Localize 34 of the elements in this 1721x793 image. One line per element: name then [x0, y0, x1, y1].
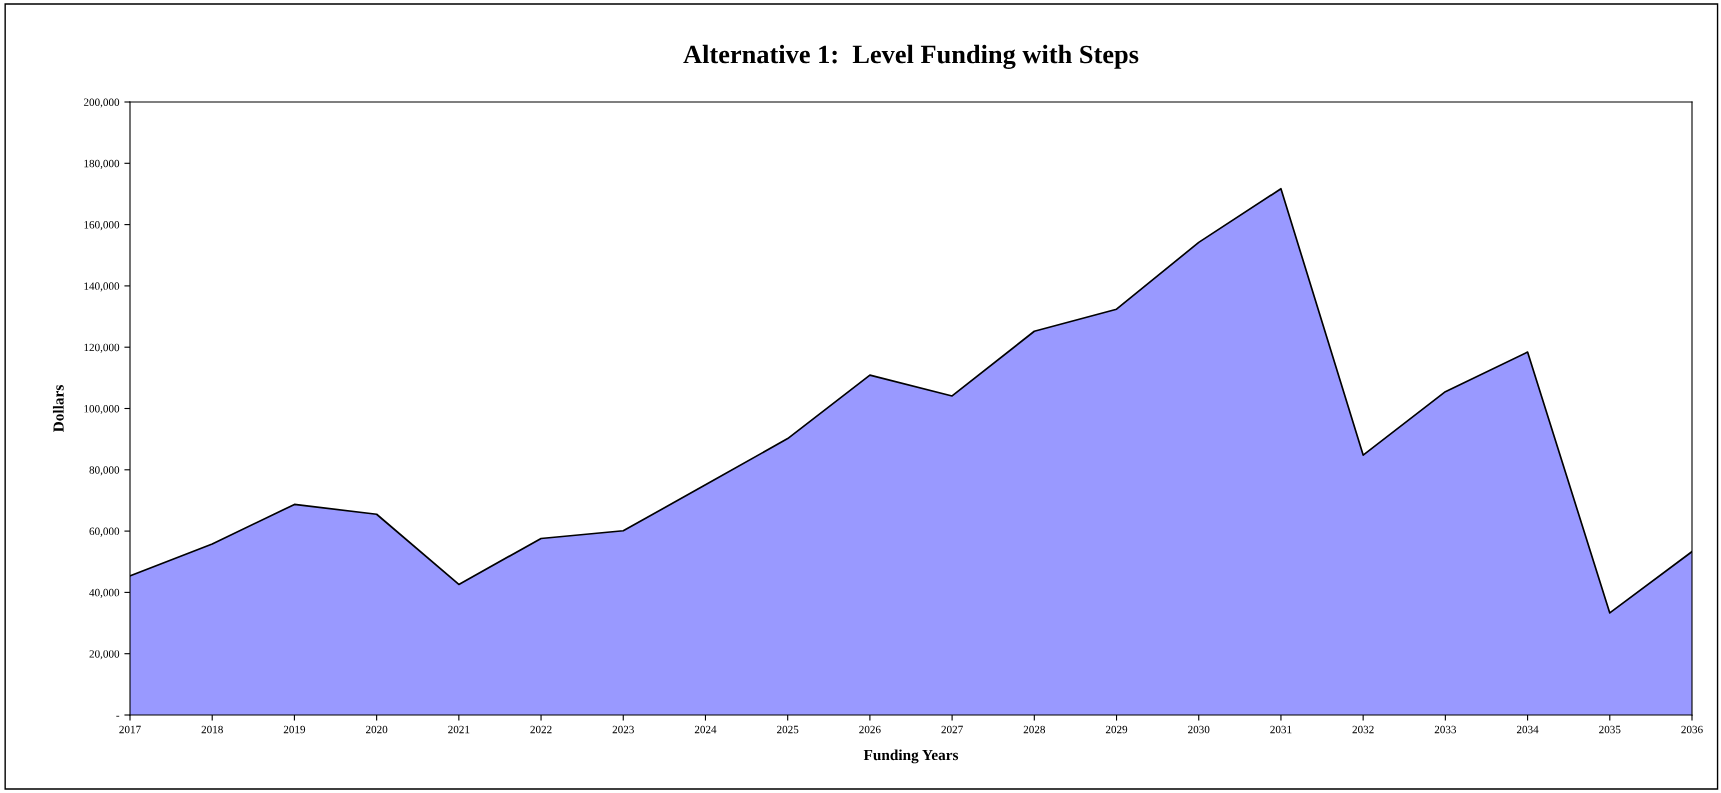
y-tick-label: -: [116, 715, 120, 717]
x-tick-label: 2028: [1023, 725, 1045, 734]
y-tick-label: 20,000: [89, 650, 120, 660]
x-tick-label: 2030: [1188, 725, 1210, 734]
y-tick-label: 60,000: [89, 527, 120, 537]
x-tick-label: 2018: [201, 725, 223, 734]
x-tick-label: 2031: [1270, 725, 1292, 734]
y-tick-label: 100,000: [84, 404, 120, 415]
x-tick-label: 2020: [366, 725, 388, 734]
y-axis-title: Dollars: [52, 385, 64, 432]
y-tick-label: 120,000: [84, 343, 120, 353]
y-tick-label: 200,000: [83, 98, 120, 108]
chart-title: Alternative 1: Level Funding with Steps: [683, 44, 1139, 69]
x-tick-label: 2017: [119, 725, 141, 734]
x-tick-label: 2026: [859, 725, 881, 734]
x-tick-label: 2025: [777, 725, 799, 734]
x-tick-label: 2024: [694, 725, 717, 734]
x-tick-label: 2022: [530, 725, 552, 734]
x-axis-title: Funding Years: [863, 749, 959, 764]
x-tick-label: 2021: [448, 725, 470, 734]
x-tick-label: 2032: [1352, 725, 1374, 734]
y-tick-label: 160,000: [84, 221, 120, 231]
x-tick-label: 2034: [1516, 725, 1539, 734]
x-tick-label: 2027: [941, 725, 963, 734]
y-tick-label: 140,000: [84, 282, 120, 292]
x-tick-label: 2036: [1681, 725, 1703, 734]
x-tick-label: 2023: [612, 725, 634, 734]
y-tick-label: 80,000: [89, 466, 120, 476]
x-tick-label: 2029: [1105, 725, 1128, 734]
y-tick-label: 180,000: [84, 159, 120, 169]
y-tick-label: 40,000: [89, 588, 120, 598]
x-tick-label: 2019: [283, 725, 306, 734]
x-tick-label: 2033: [1434, 725, 1457, 734]
x-tick-label: 2035: [1599, 725, 1621, 734]
